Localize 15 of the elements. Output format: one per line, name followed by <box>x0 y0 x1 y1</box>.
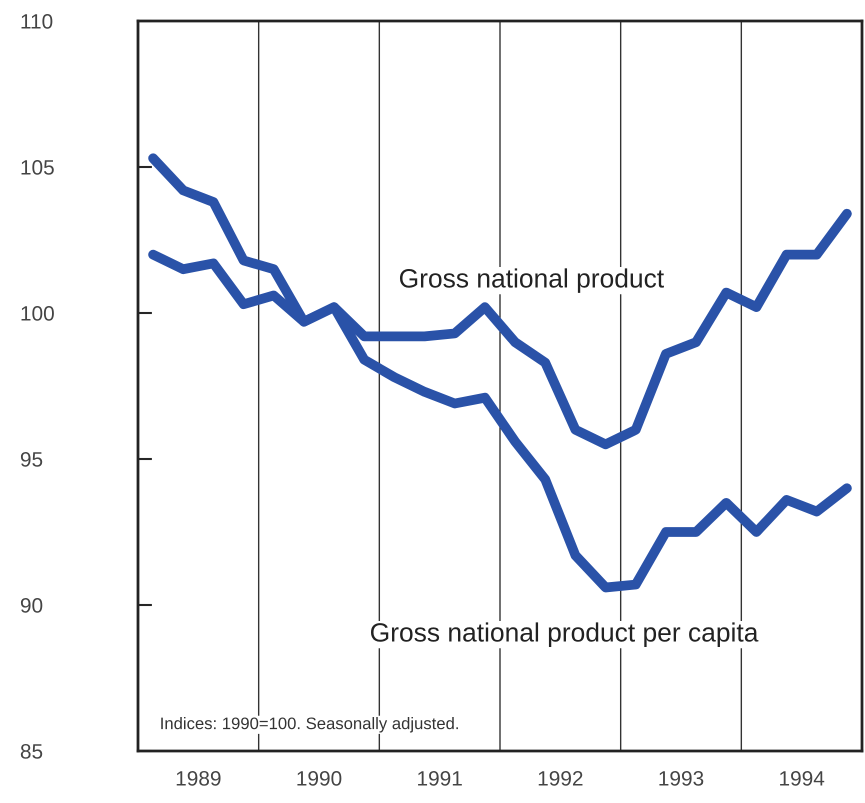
x-tick-label: 1989 <box>176 770 221 786</box>
x-tick-label: 1990 <box>297 770 342 786</box>
x-tick-label: 1992 <box>538 770 582 786</box>
y-tick-label: 110 <box>22 14 52 29</box>
y-tick-label: 95 <box>20 452 42 467</box>
x-tick-label: 1991 <box>418 770 462 786</box>
series-label: Gross national product <box>400 268 664 293</box>
y-tick-label: 90 <box>20 598 42 613</box>
y-tick-label: 85 <box>20 744 42 759</box>
text: Gross national product per capita <box>371 622 758 647</box>
x-tick-label: 1994 <box>780 770 824 786</box>
x-tick-label: 1993 <box>659 770 704 786</box>
y-tick-label: 105 <box>22 160 54 175</box>
y-tick-label: 100 <box>22 306 54 321</box>
annotation: Indices: 1990=100. Seasonally adjusted. <box>161 717 458 733</box>
